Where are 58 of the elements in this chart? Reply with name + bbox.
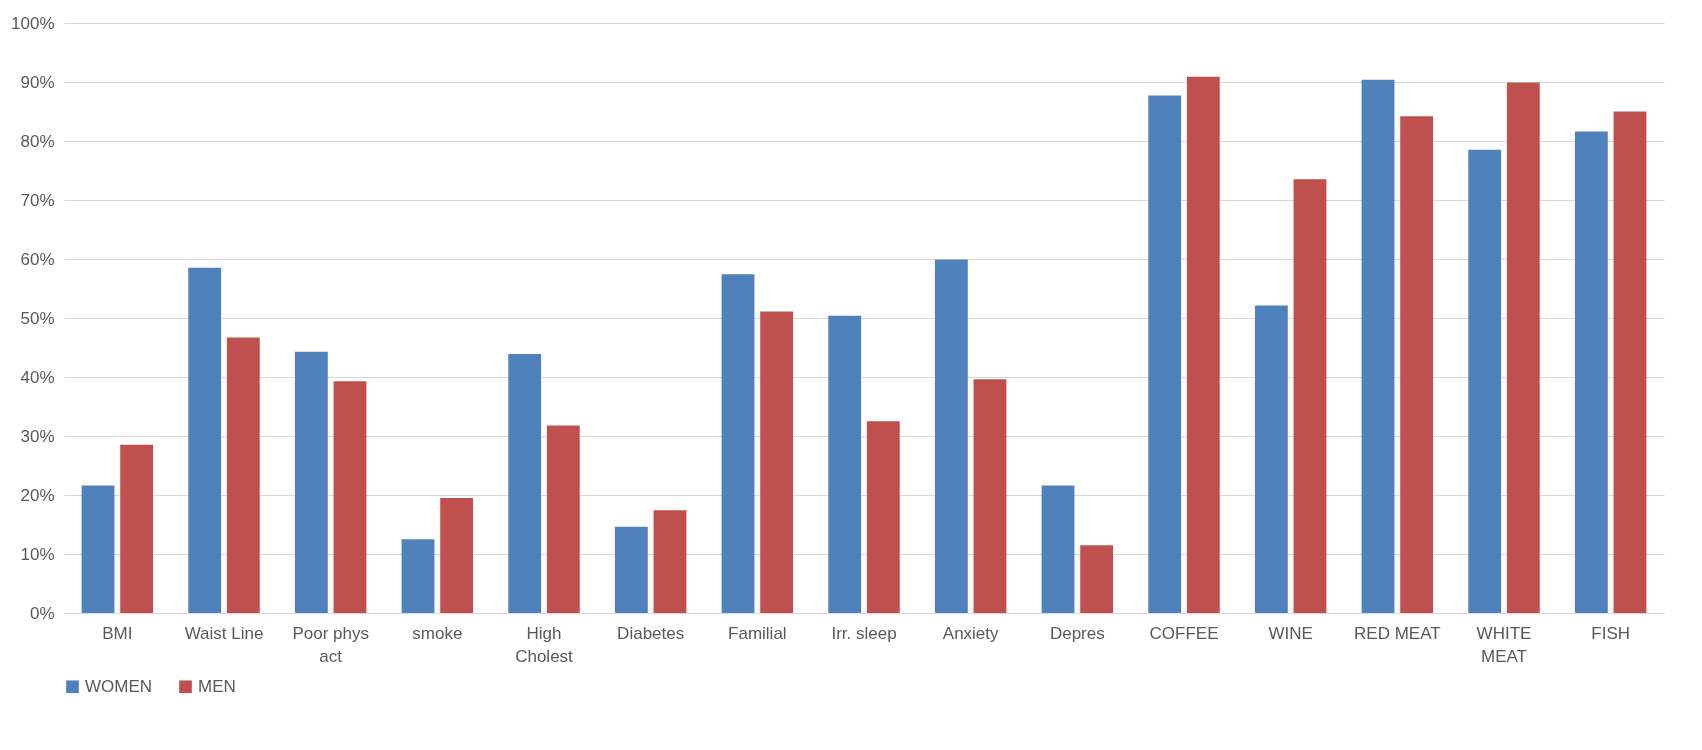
bar <box>401 539 435 613</box>
x-tick-label: Waist Line <box>184 623 264 643</box>
y-tick-label: 60% <box>20 249 55 269</box>
bar <box>1506 82 1540 613</box>
y-tick-label: 20% <box>20 485 55 505</box>
y-tick-label: 0% <box>29 603 55 623</box>
bar <box>721 274 755 613</box>
bar <box>81 485 115 613</box>
x-tick-label: Diabetes <box>617 623 685 643</box>
x-tick-label: Irr. sleep <box>831 623 897 643</box>
bar <box>546 425 580 613</box>
bar <box>120 444 154 613</box>
bar <box>508 353 542 613</box>
bar <box>333 381 367 613</box>
x-tick-label: Poor phys act <box>292 623 369 666</box>
y-tick-label: 50% <box>20 308 55 328</box>
bar <box>226 337 260 613</box>
bar <box>1361 79 1395 613</box>
bar <box>294 351 328 613</box>
bar <box>934 259 968 613</box>
bar <box>1080 545 1114 613</box>
x-tick-label: WHITE MEAT <box>1476 623 1532 666</box>
x-tick-label: BMI <box>102 623 133 643</box>
legend-label: WOMEN <box>85 676 153 696</box>
bar <box>614 526 648 613</box>
x-tick-label: RED MEAT <box>1354 623 1441 643</box>
x-tick-label: smoke <box>412 623 463 643</box>
bar <box>1574 131 1608 613</box>
y-tick-label: 10% <box>20 544 55 564</box>
y-tick-label: 30% <box>20 426 55 446</box>
x-tick-label: High Cholest <box>515 623 574 666</box>
x-tick-label: COFFEE <box>1149 623 1219 643</box>
x-tick-label: FISH <box>1591 623 1631 643</box>
bar <box>1148 95 1182 613</box>
x-tick-label: Familial <box>728 623 787 643</box>
bar <box>1468 149 1502 613</box>
y-tick-label: 40% <box>20 367 55 387</box>
y-tick-label: 100% <box>11 13 55 33</box>
legend-label: MEN <box>198 676 236 696</box>
bar <box>1613 111 1647 613</box>
y-tick-label: 80% <box>20 131 55 151</box>
bar <box>653 510 687 613</box>
bar <box>760 311 794 613</box>
bar <box>1400 116 1434 613</box>
bar <box>440 497 474 613</box>
bar <box>866 421 900 613</box>
bar <box>973 379 1007 613</box>
bar <box>1293 179 1327 613</box>
x-tick-label: Anxiety <box>942 623 1000 643</box>
bar <box>1041 485 1075 613</box>
bar <box>828 315 862 613</box>
x-tick-label: Depres <box>1049 623 1105 643</box>
y-tick-label: 70% <box>20 190 55 210</box>
bar <box>1254 305 1288 613</box>
x-tick-label: WINE <box>1268 623 1313 643</box>
y-tick-label: 90% <box>20 72 55 92</box>
bar <box>188 267 222 613</box>
bar <box>1186 76 1220 613</box>
